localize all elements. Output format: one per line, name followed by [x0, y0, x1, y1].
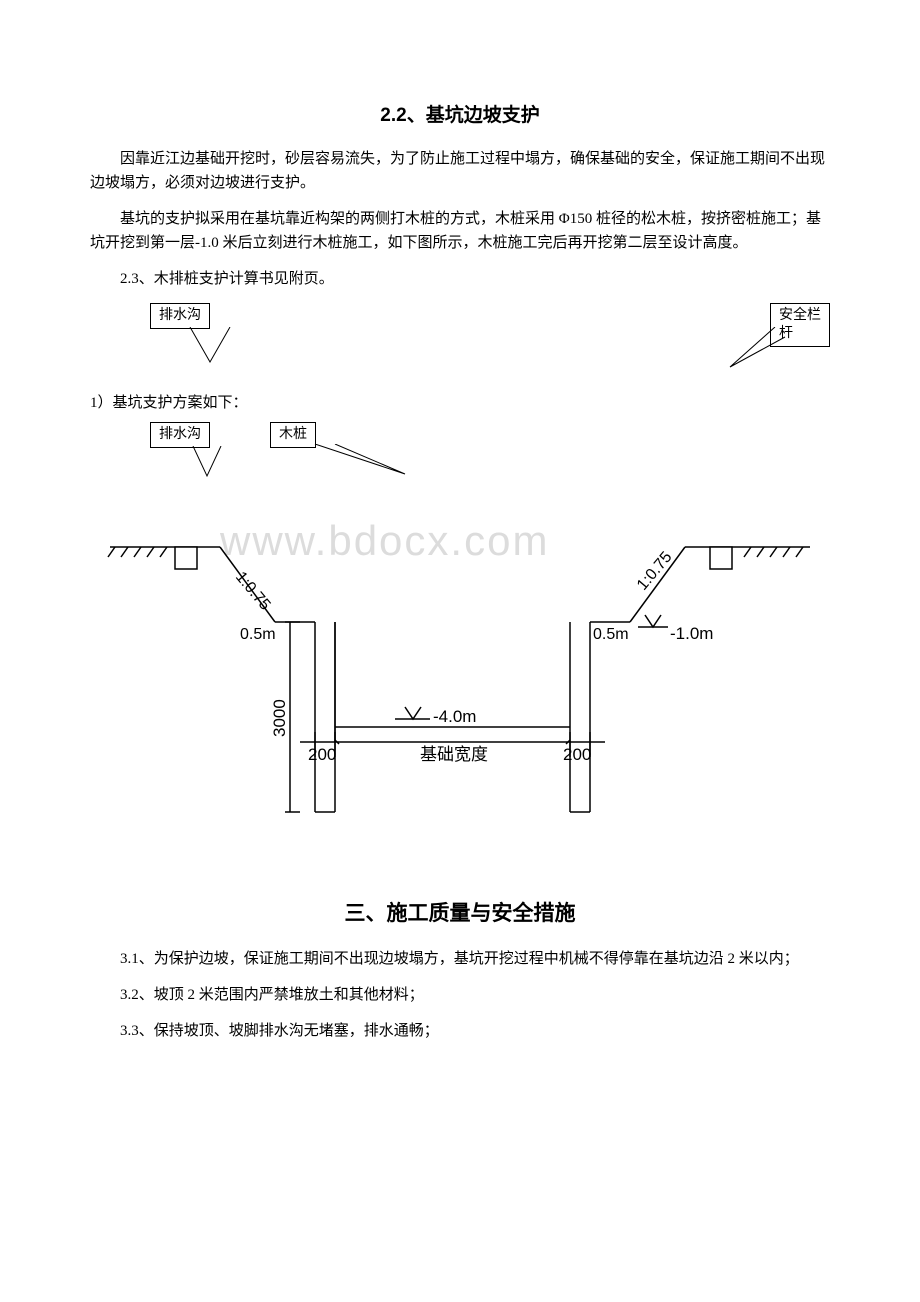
level-neg1: -1.0m [670, 624, 713, 643]
item-33: 3.3、保持坡顶、坡脚排水沟无堵塞，排水通畅； [90, 1019, 830, 1043]
callout-drain-1: 排水沟 [150, 303, 210, 329]
scheme-label: 1）基坑支护方案如下： [90, 391, 830, 412]
excavation-diagram: 1:0.75 1:0.75 0.5m 0.5m -1.0m -4.0m 基础宽度… [90, 467, 830, 847]
para-2: 基坑的支护拟采用在基坑靠近构架的两侧打木桩的方式，木桩采用 Φ150 桩径的松木… [90, 207, 830, 255]
level-neg4: -4.0m [433, 707, 476, 726]
margin-left: 0.5m [240, 626, 276, 643]
dim-200-right: 200 [563, 745, 591, 764]
dim-200-left: 200 [308, 745, 336, 764]
item-31: 3.1、为保护边坡，保证施工期间不出现边坡塌方，基坑开挖过程中机械不得停靠在基坑… [90, 947, 830, 971]
foundation-width: 基础宽度 [420, 745, 488, 764]
para-3: 2.3、木排桩支护计算书见附页。 [90, 267, 830, 291]
section-22-title: 2.2、基坑边坡支护 [90, 100, 830, 127]
diagram-container: www.bdocx.com [90, 467, 830, 847]
para-1: 因靠近江边基础开挖时，砂层容易流失，为了防止施工过程中塌方，确保基础的安全，保证… [90, 147, 830, 195]
callout-row-1: 排水沟 安全栏杆 [90, 303, 830, 383]
margin-right: 0.5m [593, 626, 629, 643]
slope-label-left: 1:0.75 [232, 569, 274, 614]
dim-3000: 3000 [270, 699, 289, 737]
item-32: 3.2、坡顶 2 米范围内严禁堆放土和其他材料； [90, 983, 830, 1007]
callout-drain-2: 排水沟 [150, 422, 210, 448]
section-3-title: 三、施工质量与安全措施 [90, 897, 830, 927]
